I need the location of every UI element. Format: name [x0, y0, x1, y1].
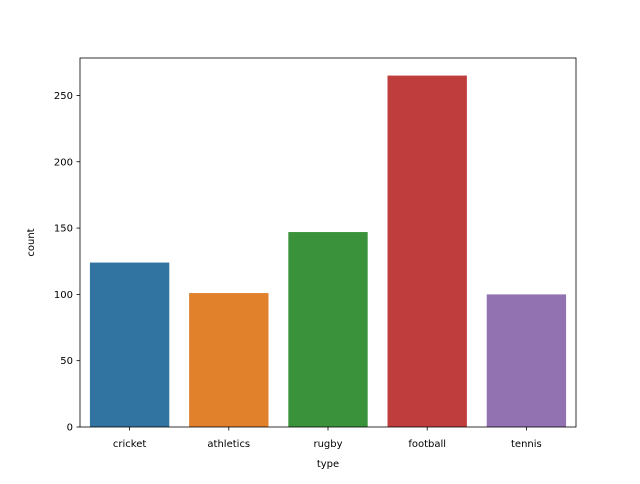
plot-frame: [79, 57, 577, 428]
y-tick-label: 100: [54, 290, 73, 301]
bar-tennis: [486, 294, 567, 427]
bar-athletics: [189, 293, 269, 427]
y-tick-label: 0: [67, 423, 73, 434]
y-tick-label: 250: [54, 91, 73, 102]
x-tick-label: rugby: [313, 439, 342, 450]
y-axis: 0 50 100 150 200 250: [54, 91, 80, 434]
y-tick-label: 200: [54, 157, 73, 168]
x-tick-label: cricket: [113, 439, 146, 450]
x-tick-label: tennis: [511, 439, 542, 450]
y-tick-label: 150: [54, 224, 73, 235]
bar-rugby: [288, 232, 368, 427]
bar-football: [387, 75, 467, 428]
bar-cricket: [89, 262, 170, 427]
y-tick-label: 50: [60, 356, 73, 367]
x-axis-title: type: [317, 459, 339, 470]
bars-layer: [89, 75, 567, 428]
x-axis: cricket athletics rugby football tennis: [113, 427, 542, 450]
x-tick-label: football: [408, 439, 446, 450]
y-axis-title: count: [26, 228, 37, 256]
x-tick-label: athletics: [207, 439, 250, 450]
